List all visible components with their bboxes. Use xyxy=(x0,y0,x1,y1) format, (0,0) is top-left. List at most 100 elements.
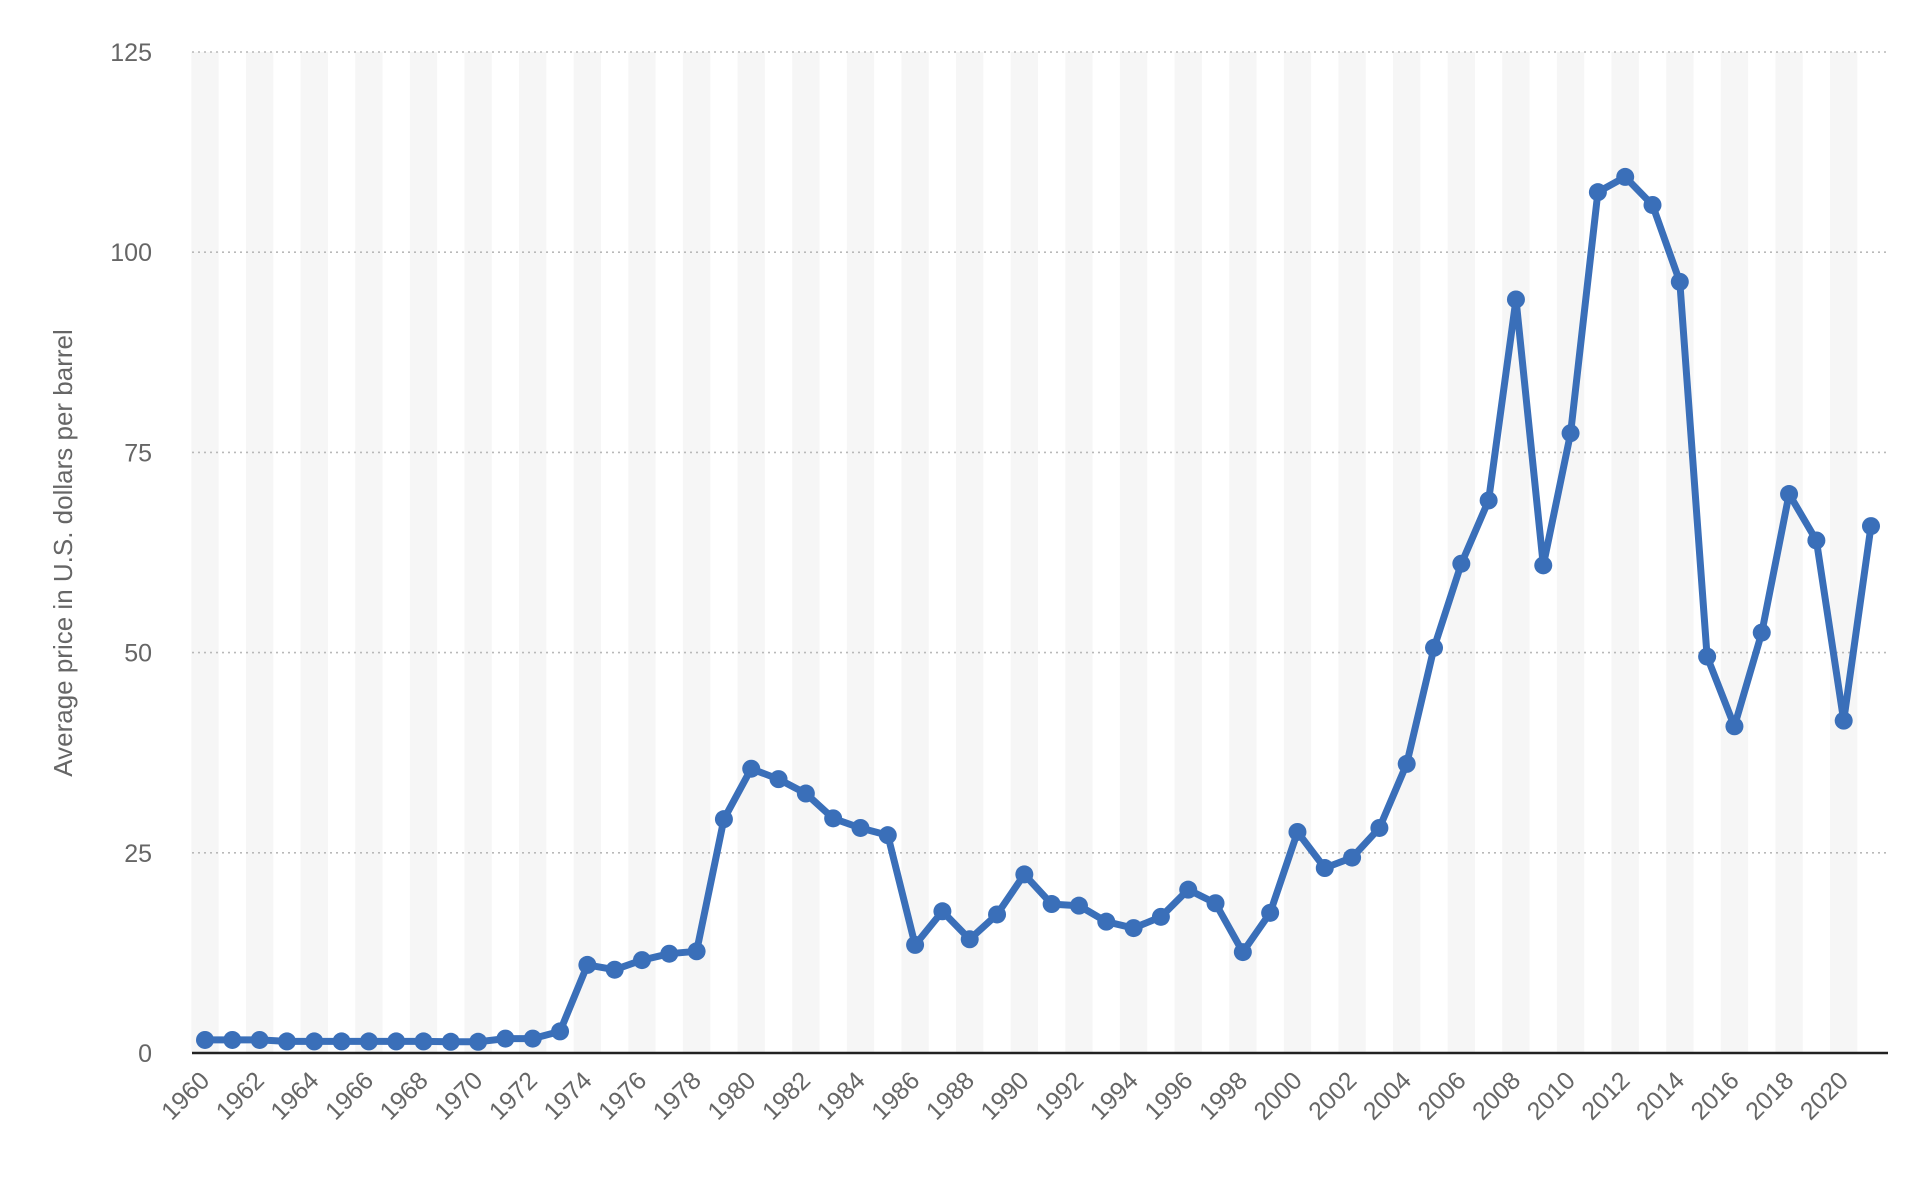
year-band xyxy=(846,52,875,1053)
data-point[interactable] xyxy=(441,1032,460,1051)
x-tick-label: 2000 xyxy=(1249,1066,1308,1125)
data-point[interactable] xyxy=(1725,717,1744,736)
data-point[interactable] xyxy=(1097,912,1116,931)
data-point[interactable] xyxy=(469,1032,488,1051)
data-point[interactable] xyxy=(1534,556,1553,575)
data-point[interactable] xyxy=(960,930,979,949)
data-point[interactable] xyxy=(1315,859,1334,878)
data-point[interactable] xyxy=(851,818,870,837)
data-point[interactable] xyxy=(1616,167,1635,186)
data-point[interactable] xyxy=(1343,848,1362,867)
data-point[interactable] xyxy=(714,810,733,829)
x-tick-label: 2014 xyxy=(1631,1066,1690,1125)
data-point[interactable] xyxy=(1643,195,1662,214)
year-band xyxy=(1283,52,1312,1053)
data-point[interactable] xyxy=(1288,822,1307,841)
x-tick-label: 2018 xyxy=(1740,1066,1799,1125)
data-point[interactable] xyxy=(223,1030,242,1049)
data-point[interactable] xyxy=(1151,907,1170,926)
data-point[interactable] xyxy=(1862,517,1880,536)
y-axis-ticks: 0 25 50 75 100 125 xyxy=(110,39,152,1068)
data-point[interactable] xyxy=(277,1032,296,1051)
year-band xyxy=(1065,52,1093,1053)
data-point[interactable] xyxy=(1670,272,1689,291)
data-point[interactable] xyxy=(332,1032,351,1051)
x-tick-label: 1996 xyxy=(1139,1066,1198,1125)
data-point[interactable] xyxy=(1069,896,1088,915)
x-tick-label: 1970 xyxy=(429,1066,488,1125)
data-point[interactable] xyxy=(632,951,651,970)
data-point[interactable] xyxy=(824,809,843,828)
data-point[interactable] xyxy=(660,944,679,963)
data-point[interactable] xyxy=(1233,943,1252,962)
data-point[interactable] xyxy=(1261,903,1280,922)
x-tick-label: 2008 xyxy=(1467,1066,1526,1125)
data-point[interactable] xyxy=(523,1029,542,1048)
data-point[interactable] xyxy=(250,1030,269,1049)
year-band xyxy=(1119,52,1148,1053)
data-point[interactable] xyxy=(769,770,788,789)
x-tick-label: 2006 xyxy=(1412,1066,1471,1125)
x-tick-label: 1964 xyxy=(265,1066,324,1125)
data-point[interactable] xyxy=(1479,491,1498,510)
data-point[interactable] xyxy=(605,960,624,979)
data-point[interactable] xyxy=(1752,623,1771,642)
gridlines xyxy=(192,51,1888,854)
x-tick-label: 1980 xyxy=(702,1066,761,1125)
data-point[interactable] xyxy=(551,1022,570,1041)
x-tick-label: 1984 xyxy=(812,1066,871,1125)
data-point[interactable] xyxy=(687,942,706,961)
year-band xyxy=(628,52,656,1053)
x-tick-label: 1960 xyxy=(156,1066,215,1125)
data-point[interactable] xyxy=(496,1029,515,1048)
data-point[interactable] xyxy=(796,784,815,803)
year-band xyxy=(1338,52,1366,1053)
data-point[interactable] xyxy=(1425,638,1444,657)
year-band xyxy=(956,52,984,1053)
data-point[interactable] xyxy=(1452,554,1471,573)
x-tick-label: 1994 xyxy=(1085,1066,1144,1125)
year-band xyxy=(191,52,219,1053)
x-tick-label: 1962 xyxy=(211,1066,270,1125)
data-point[interactable] xyxy=(1042,895,1061,914)
year-band xyxy=(573,52,602,1053)
data-point[interactable] xyxy=(414,1032,433,1051)
year-band xyxy=(1447,52,1475,1053)
data-point[interactable] xyxy=(1015,865,1034,884)
data-point[interactable] xyxy=(1397,754,1416,773)
data-point[interactable] xyxy=(1834,711,1853,730)
year-band xyxy=(1502,52,1530,1053)
x-tick-label: 1968 xyxy=(375,1066,434,1125)
data-point[interactable] xyxy=(1124,919,1143,938)
data-point[interactable] xyxy=(1179,880,1198,899)
data-point[interactable] xyxy=(878,826,897,845)
data-point[interactable] xyxy=(933,902,952,921)
data-point[interactable] xyxy=(1588,183,1607,202)
x-tick-label: 2004 xyxy=(1358,1066,1417,1125)
data-point[interactable] xyxy=(387,1032,406,1051)
data-point[interactable] xyxy=(1780,485,1799,504)
x-tick-label: 2010 xyxy=(1522,1066,1581,1125)
data-point[interactable] xyxy=(906,935,925,954)
data-point[interactable] xyxy=(1506,290,1525,309)
year-band xyxy=(1611,52,1639,1053)
data-point[interactable] xyxy=(742,759,761,778)
data-point[interactable] xyxy=(196,1030,214,1049)
data-point[interactable] xyxy=(359,1032,378,1051)
x-axis-ticks: 1960196219641966196819701972197419761978… xyxy=(156,1066,1854,1125)
data-point[interactable] xyxy=(988,905,1007,924)
series-layer xyxy=(196,167,1880,1051)
year-band xyxy=(1556,52,1585,1053)
data-point[interactable] xyxy=(1698,647,1717,666)
data-point[interactable] xyxy=(578,955,597,974)
year-band xyxy=(1666,52,1694,1053)
data-point[interactable] xyxy=(1370,818,1389,837)
data-point[interactable] xyxy=(1561,424,1580,443)
data-point[interactable] xyxy=(1807,531,1826,550)
data-point[interactable] xyxy=(1206,894,1225,913)
data-point[interactable] xyxy=(305,1032,324,1051)
y-tick-label: 75 xyxy=(124,439,152,467)
x-tick-label: 1978 xyxy=(648,1066,707,1125)
